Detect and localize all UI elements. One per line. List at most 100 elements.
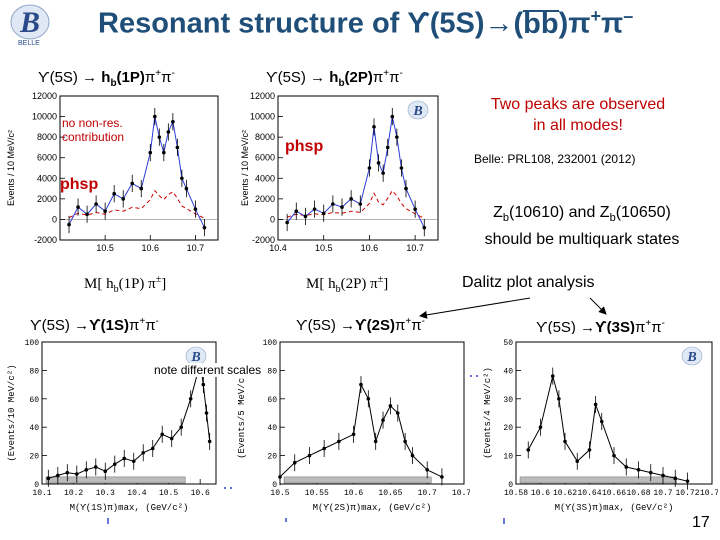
x-axis-label: M(ϒ(2S)π)max, (GeV/c²) — [313, 503, 432, 513]
data-point — [372, 125, 376, 129]
plot-y3s-svg: 0 10 20 30 40 50 10.58 10.6 10.62 10.64 10.66 10.68… — [483, 339, 718, 513]
data-point — [171, 119, 175, 124]
data-point — [193, 207, 198, 211]
label-part: h — [101, 69, 111, 86]
x-tick-label: 10.68 — [626, 489, 650, 498]
x-tick-label: 10.5 — [270, 489, 289, 498]
x-tick-label: 10.72 — [675, 489, 699, 498]
belle-logo: B BELLE — [8, 2, 52, 50]
background-band — [519, 476, 678, 484]
y-tick-label: 60 — [29, 396, 39, 405]
plot-frame — [59, 95, 219, 241]
label-part: π — [634, 319, 646, 336]
xlabel-part: ] — [383, 276, 389, 292]
y-tick-label: 60 — [267, 396, 277, 405]
y-axis-label: (Events/5 MeV/c²) — [237, 367, 247, 459]
zb-note: Zb(10610) and Zb(10650) should be multiq… — [452, 202, 712, 251]
data-point — [381, 418, 385, 422]
data-point — [150, 446, 155, 451]
xlabel-part: M[ h — [84, 276, 114, 292]
data-point — [624, 465, 629, 469]
data-point — [321, 211, 326, 216]
zb-sub: b — [502, 212, 510, 225]
data-point — [388, 404, 393, 408]
bottom-label-2s: ϒ(5S) →ϒ(2S)π+π- — [296, 316, 425, 334]
data-point — [84, 468, 89, 472]
x-tick-label: 10.66 — [602, 489, 626, 498]
y-tick-label: 100 — [25, 339, 40, 348]
scales-note: note different scales — [152, 363, 264, 377]
y-tick-label: -2000 — [252, 235, 275, 245]
top-right-plot-label: ϒ(5S) → hb(2P)π+π- — [266, 68, 403, 89]
xlabel-hb2p: M[ hb(2P) π±] — [306, 274, 388, 295]
phsp-curve — [68, 189, 205, 219]
label-part: ϒ(5S) → — [30, 317, 90, 334]
data-point — [93, 465, 98, 469]
label-part: π — [389, 69, 400, 86]
label-part: (2P) — [344, 69, 373, 86]
data-point — [557, 397, 561, 401]
data-point — [207, 439, 212, 444]
data-point — [162, 150, 166, 155]
x-tick-label: 10.6 — [344, 489, 363, 498]
data-point — [351, 432, 356, 437]
fit-curve — [279, 382, 443, 478]
plot-hb1p-svg: -2000 0 2000 4000 6000 8000 10000 12000 10.5 10.6… — [6, 91, 219, 253]
data-point — [56, 473, 60, 478]
y-tick-label: 0 — [52, 214, 57, 224]
fit-curve — [68, 116, 205, 228]
x-axis-label: M(ϒ(1S)π)max, (GeV/c²) — [70, 503, 189, 513]
top-left-plot-label: ϒ(5S) → hb(1P)π+π- — [38, 68, 175, 89]
label-sup: - — [155, 316, 159, 327]
peaks-line: Two peaks are observed — [490, 96, 666, 113]
x-tick-label: 10.62 — [553, 489, 577, 498]
y-axis-label: Events / 10 MeV/c² — [240, 130, 250, 206]
y-tick-label: 0 — [272, 481, 277, 490]
xlabel-hb1p: M[ hb(1P) π±] — [84, 274, 166, 295]
label-sup: - — [399, 68, 403, 79]
data-point — [331, 202, 335, 206]
label-part: π — [161, 69, 172, 86]
y-tick-label: 20 — [267, 453, 277, 462]
data-point — [312, 207, 317, 211]
x-tick-label: 10.6 — [191, 489, 210, 498]
data-point — [636, 468, 641, 472]
label-part: π — [411, 317, 422, 334]
x-tick-label: 10.75 — [452, 489, 470, 498]
label-part: π — [144, 69, 156, 86]
x-tick-label: 10.7 — [653, 489, 672, 498]
data-point — [184, 186, 189, 191]
y-tick-label: 12000 — [250, 91, 275, 101]
background-band — [45, 476, 186, 484]
data-point — [160, 432, 165, 437]
label-part: ϒ(5S) → — [536, 319, 596, 336]
data-point — [359, 382, 363, 387]
label-sub: b — [110, 78, 117, 89]
data-point — [410, 453, 415, 458]
peaks-note: Two peaks are observed in all modes! — [470, 94, 686, 136]
xlabel-sup: ± — [377, 274, 384, 285]
plot-logo-letter: B — [190, 350, 200, 365]
y-tick-label: 10000 — [250, 112, 275, 122]
label-sup: + — [139, 316, 146, 327]
data-point — [367, 166, 372, 170]
label-part: ϒ(3S) — [595, 319, 635, 336]
plot-frame — [41, 341, 217, 485]
plot-frame — [277, 95, 439, 241]
zb-sub: b — [609, 212, 616, 225]
label-sup: - — [661, 318, 665, 329]
y-tick-label: 4000 — [255, 173, 275, 183]
label-sub: b — [338, 78, 345, 89]
data-point — [169, 436, 174, 441]
data-point — [390, 114, 395, 119]
y-tick-label: 30 — [503, 396, 513, 405]
data-point — [526, 448, 531, 452]
plot-y3s: 0 10 20 30 40 50 10.58 10.6 10.62 10.64 10.66 10.68… — [478, 334, 718, 518]
zb-part: (10610) and Z — [509, 204, 610, 221]
label-part: π — [651, 319, 662, 336]
label-sup: + — [405, 316, 412, 327]
y-tick-label: 2000 — [255, 194, 275, 204]
fit-curve — [48, 363, 211, 479]
label-sup: + — [155, 68, 162, 79]
nonres-note: no non-res. contribution — [62, 116, 124, 144]
